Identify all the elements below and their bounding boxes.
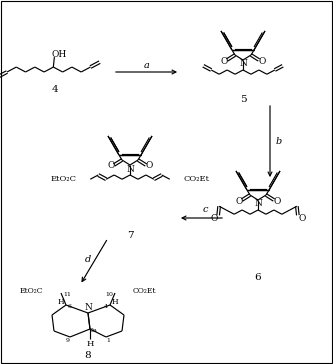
- Text: 4: 4: [52, 84, 58, 94]
- Text: 11: 11: [63, 292, 71, 297]
- Text: 9: 9: [66, 337, 70, 343]
- Text: 5: 5: [240, 95, 246, 104]
- Text: OH: OH: [52, 50, 67, 59]
- Text: H: H: [86, 340, 94, 348]
- Text: EtO₂C: EtO₂C: [20, 287, 43, 295]
- Text: H: H: [58, 298, 64, 306]
- Text: O: O: [145, 162, 153, 170]
- Text: CO₂Et: CO₂Et: [184, 175, 210, 183]
- Text: O: O: [298, 214, 306, 223]
- Text: O: O: [273, 197, 281, 206]
- Text: O: O: [235, 197, 243, 206]
- Text: N: N: [239, 59, 247, 68]
- Text: b: b: [276, 138, 282, 146]
- Text: N: N: [126, 165, 134, 174]
- Text: d: d: [85, 256, 91, 265]
- Text: 10: 10: [105, 292, 113, 297]
- Text: H: H: [112, 298, 118, 306]
- Text: 6: 6: [255, 273, 261, 282]
- Text: 8: 8: [85, 352, 91, 360]
- Text: N: N: [84, 304, 92, 313]
- Text: c: c: [202, 206, 208, 214]
- Text: N: N: [254, 199, 262, 209]
- Text: 7: 7: [127, 230, 133, 240]
- Text: CO₂Et: CO₂Et: [133, 287, 157, 295]
- Text: O: O: [258, 56, 266, 66]
- Text: O: O: [220, 56, 228, 66]
- Text: 1: 1: [106, 337, 110, 343]
- Text: 9a: 9a: [90, 328, 98, 333]
- Text: 6: 6: [68, 304, 72, 309]
- Text: 4: 4: [104, 304, 108, 309]
- Text: O: O: [107, 162, 115, 170]
- Text: O: O: [210, 214, 218, 223]
- Text: a: a: [144, 62, 150, 71]
- Text: EtO₂C: EtO₂C: [50, 175, 76, 183]
